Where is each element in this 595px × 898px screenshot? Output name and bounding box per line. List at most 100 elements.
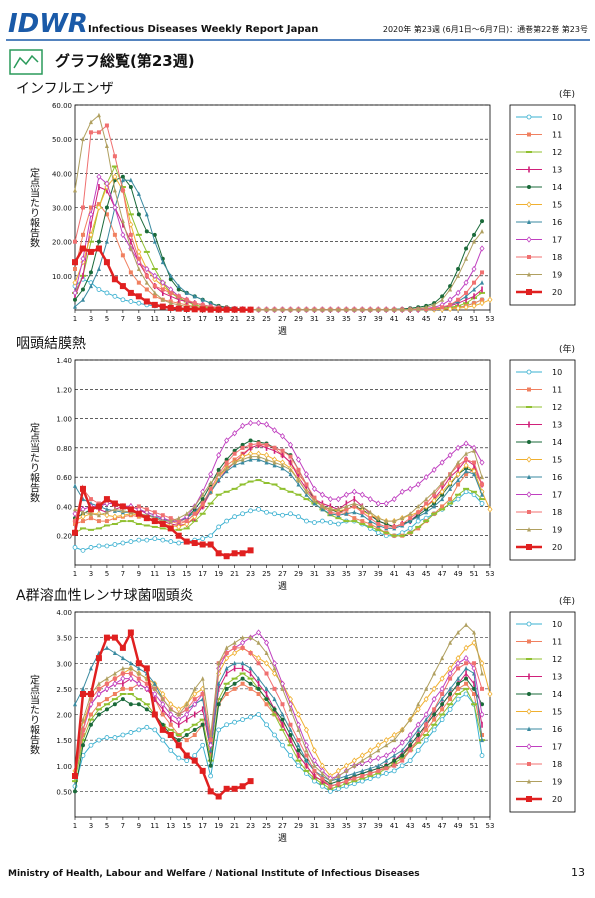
point bbox=[120, 177, 125, 183]
point bbox=[264, 702, 269, 707]
point bbox=[272, 460, 277, 465]
legend-label: 14 bbox=[552, 438, 562, 447]
point bbox=[183, 752, 190, 759]
point bbox=[207, 759, 214, 762]
legend-label: 14 bbox=[552, 183, 562, 192]
point bbox=[128, 671, 133, 676]
y-tick-label: 20.00 bbox=[52, 239, 72, 247]
point bbox=[120, 508, 125, 513]
point bbox=[183, 527, 190, 530]
point bbox=[431, 695, 437, 703]
point bbox=[280, 462, 285, 468]
point bbox=[287, 744, 294, 747]
point bbox=[399, 488, 405, 495]
point bbox=[375, 530, 381, 536]
point bbox=[312, 495, 317, 500]
point bbox=[312, 307, 317, 312]
point bbox=[88, 270, 93, 275]
legend-label: 10 bbox=[552, 113, 562, 122]
point bbox=[79, 739, 86, 742]
point bbox=[448, 640, 453, 645]
x-tick-label: 27 bbox=[278, 570, 287, 578]
point bbox=[72, 529, 78, 536]
series-line bbox=[74, 124, 483, 311]
x-tick-label: 35 bbox=[342, 822, 351, 830]
point bbox=[208, 486, 213, 491]
point bbox=[344, 511, 349, 516]
point bbox=[264, 452, 270, 459]
point bbox=[472, 471, 477, 477]
point bbox=[280, 307, 285, 312]
point bbox=[223, 553, 230, 560]
point bbox=[391, 768, 397, 774]
series-line bbox=[74, 165, 483, 311]
point bbox=[415, 721, 421, 728]
legend-label: 13 bbox=[552, 421, 562, 430]
point bbox=[224, 722, 230, 728]
point bbox=[327, 788, 333, 794]
legend-marker bbox=[526, 708, 532, 715]
point bbox=[264, 307, 269, 312]
legend-marker bbox=[526, 289, 532, 295]
point bbox=[96, 686, 101, 691]
point bbox=[335, 521, 341, 527]
point bbox=[72, 545, 78, 550]
point bbox=[239, 306, 246, 313]
point bbox=[135, 293, 142, 300]
point bbox=[368, 753, 373, 758]
y-tick-label: 40.00 bbox=[52, 170, 72, 178]
x-tick-label: 49 bbox=[454, 315, 463, 323]
x-tick-label: 11 bbox=[150, 822, 159, 830]
point bbox=[168, 539, 174, 544]
point bbox=[448, 692, 453, 696]
x-tick-label: 53 bbox=[486, 315, 495, 323]
point bbox=[215, 793, 222, 800]
point bbox=[415, 525, 422, 528]
x-tick-label: 33 bbox=[326, 822, 335, 830]
x-tick-label: 45 bbox=[422, 570, 431, 578]
point bbox=[127, 693, 134, 695]
point bbox=[424, 717, 429, 722]
y-tick-label: 0.80 bbox=[56, 445, 72, 453]
y-tick-label: 1.50 bbox=[56, 737, 72, 745]
point bbox=[73, 519, 77, 524]
point bbox=[152, 284, 157, 289]
point bbox=[303, 471, 309, 478]
point bbox=[143, 250, 150, 253]
point bbox=[120, 253, 125, 258]
point bbox=[272, 445, 277, 450]
point bbox=[73, 267, 77, 271]
point bbox=[127, 213, 134, 216]
legend-label: 14 bbox=[552, 690, 562, 699]
point bbox=[224, 460, 229, 465]
point bbox=[104, 212, 109, 217]
point bbox=[464, 290, 469, 295]
point bbox=[168, 518, 173, 524]
x-tick-label: 7 bbox=[121, 822, 125, 830]
point bbox=[80, 686, 85, 691]
point bbox=[120, 732, 126, 738]
point bbox=[479, 245, 485, 252]
point bbox=[447, 706, 453, 712]
point bbox=[176, 755, 182, 761]
point bbox=[223, 490, 230, 493]
x-tick-label: 17 bbox=[198, 315, 207, 323]
point bbox=[440, 696, 445, 702]
point bbox=[383, 771, 389, 776]
point bbox=[104, 512, 110, 519]
point bbox=[335, 517, 342, 520]
series-line bbox=[74, 114, 483, 311]
point bbox=[120, 218, 125, 224]
point bbox=[457, 466, 459, 473]
point bbox=[392, 758, 397, 763]
point bbox=[272, 665, 277, 671]
point bbox=[432, 717, 437, 722]
point bbox=[256, 692, 261, 696]
point bbox=[432, 671, 437, 676]
x-tick-label: 23 bbox=[246, 570, 255, 578]
point bbox=[360, 307, 365, 312]
point bbox=[456, 676, 461, 681]
legend-marker bbox=[527, 762, 531, 766]
point bbox=[88, 119, 93, 125]
point bbox=[120, 671, 125, 676]
